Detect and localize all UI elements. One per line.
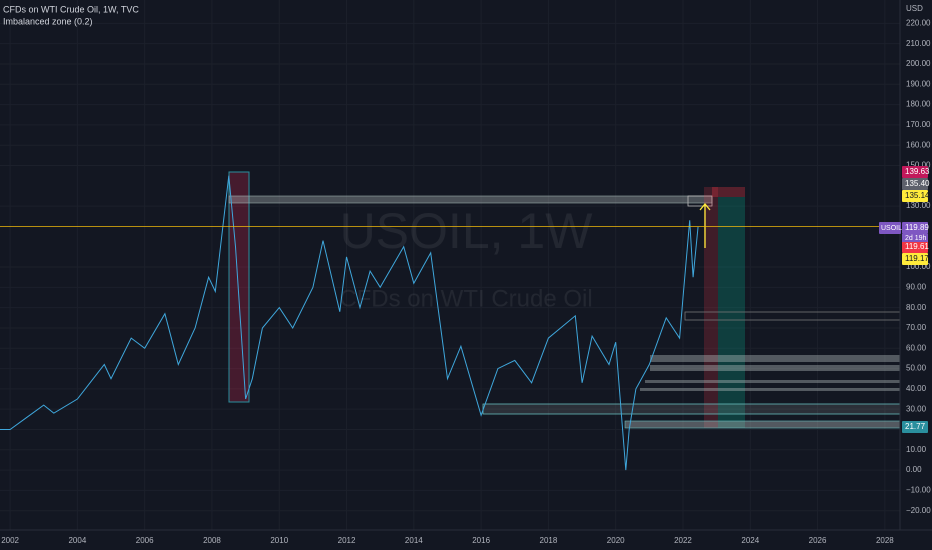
x-tick-label: 2014 xyxy=(405,536,423,545)
y-tick-label: 150.00 xyxy=(906,161,931,170)
y-tick-label: 180.00 xyxy=(906,100,931,109)
y-tick-label: 40.00 xyxy=(906,384,927,393)
y-tick-label: 10.00 xyxy=(906,445,927,454)
y-tick-label: 30.00 xyxy=(906,404,927,413)
x-tick-label: 2008 xyxy=(203,536,221,545)
grid xyxy=(0,0,900,530)
y-tick-label: 100.00 xyxy=(906,262,931,271)
price-line xyxy=(0,175,699,471)
price-label-bg xyxy=(902,222,928,234)
price-label: 21.77 xyxy=(905,422,926,431)
countdown: 2d 19h xyxy=(905,235,927,242)
x-tick-label: 2026 xyxy=(809,536,827,545)
y-tick-label: 80.00 xyxy=(906,303,927,312)
y-tick-label: 60.00 xyxy=(906,343,927,352)
zone-teal xyxy=(718,197,745,428)
indicator-name: Imbalanced zone (0.2) xyxy=(3,16,93,26)
y-tick-label: 70.00 xyxy=(906,323,927,332)
price-label: 119.89 xyxy=(905,223,929,232)
price-label-bg xyxy=(902,190,928,202)
price-label-bg xyxy=(902,253,928,265)
symbol-tag-bg xyxy=(879,222,901,234)
price-label: 119.17 xyxy=(905,254,929,263)
y-tick-label: 50.00 xyxy=(906,364,927,373)
x-tick-label: 2022 xyxy=(674,536,692,545)
x-tick-label: 2028 xyxy=(876,536,894,545)
price-label-bg xyxy=(902,166,928,178)
y-tick-label: 220.00 xyxy=(906,18,931,27)
y-tick-label: 170.00 xyxy=(906,120,931,129)
symbol-tag: USOIL xyxy=(881,225,902,232)
y-tick-label: 190.00 xyxy=(906,79,931,88)
y-tick-label: 130.00 xyxy=(906,201,931,210)
x-tick-label: 2006 xyxy=(136,536,154,545)
axis-unit: USD xyxy=(906,4,923,13)
plot xyxy=(0,175,900,471)
zone-band xyxy=(650,355,900,362)
zone-band xyxy=(645,380,900,383)
price-label-bg xyxy=(902,421,928,433)
price-label: 135.40 xyxy=(905,179,930,188)
x-tick-label: 2002 xyxy=(1,536,19,545)
x-tick-label: 2018 xyxy=(540,536,558,545)
arrow-head xyxy=(699,202,711,211)
x-tick-label: 2016 xyxy=(472,536,490,545)
y-tick-label: 210.00 xyxy=(906,39,931,48)
zone-red xyxy=(704,187,718,428)
zone-band xyxy=(650,365,900,371)
watermark-description: CFDs on WTI Crude Oil xyxy=(339,285,592,312)
price-label: 139.63 xyxy=(905,167,930,176)
y-tick-label: 160.00 xyxy=(906,140,931,149)
x-tick-label: 2020 xyxy=(607,536,625,545)
zone-band xyxy=(228,195,713,204)
price-label-bg xyxy=(902,178,928,190)
countdown-bg xyxy=(902,234,928,242)
y-tick-label: 200.00 xyxy=(906,59,931,68)
x-tick-label: 2012 xyxy=(338,536,356,545)
watermark-symbol: USOIL, 1W xyxy=(340,203,594,259)
x-tick-label: 2024 xyxy=(741,536,759,545)
y-tick-label: −10.00 xyxy=(906,486,931,495)
zone-red xyxy=(712,187,745,197)
price-label-bg xyxy=(902,241,928,253)
zone-band xyxy=(482,403,901,415)
zone-band xyxy=(624,420,901,429)
price-label: 135.14 xyxy=(905,191,930,200)
zone-box xyxy=(687,195,713,207)
y-tick-label: 0.00 xyxy=(906,465,922,474)
price-label: 119.61 xyxy=(905,242,929,251)
x-tick-label: 2010 xyxy=(270,536,288,545)
y-tick-label: −20.00 xyxy=(906,506,931,515)
zone-band xyxy=(640,388,900,391)
y-tick-label: 90.00 xyxy=(906,282,927,291)
x-tick-label: 2004 xyxy=(68,536,86,545)
header-title: CFDs on WTI Crude Oil, 1W, TVC xyxy=(3,4,139,14)
